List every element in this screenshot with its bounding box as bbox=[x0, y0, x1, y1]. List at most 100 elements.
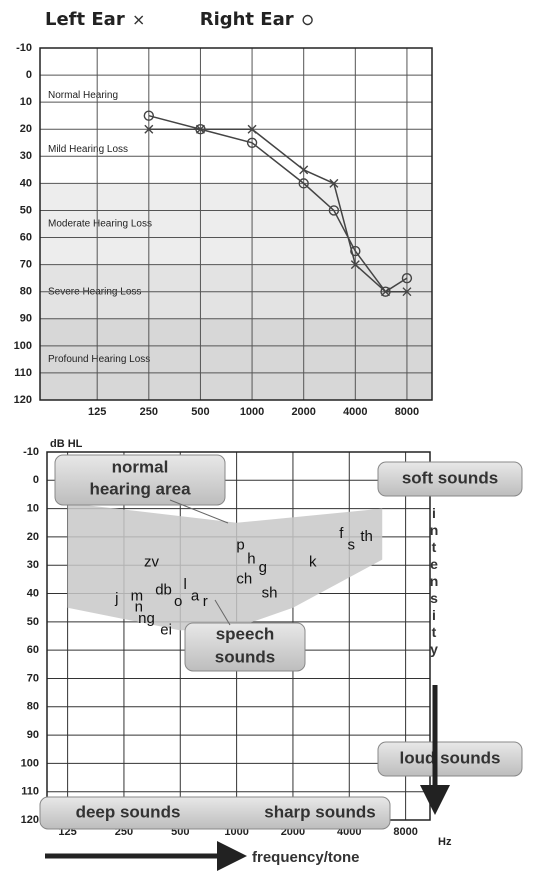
callout-pointer bbox=[214, 599, 231, 626]
phoneme: o bbox=[174, 593, 182, 610]
phoneme: ng bbox=[138, 610, 155, 627]
phoneme: db bbox=[155, 582, 172, 599]
y-axis-label: dB HL bbox=[50, 438, 83, 450]
y-tick-label: 100 bbox=[21, 757, 39, 769]
y-tick-label: 0 bbox=[26, 69, 32, 81]
y-tick-label: 40 bbox=[20, 177, 32, 189]
speech-area bbox=[67, 502, 383, 631]
series-line bbox=[148, 114, 408, 293]
phoneme: l bbox=[183, 576, 186, 593]
y-tick-label: 80 bbox=[27, 701, 39, 713]
y-tick-label: 70 bbox=[27, 672, 39, 684]
marker-o bbox=[195, 124, 206, 135]
marker-o bbox=[328, 205, 340, 216]
band bbox=[40, 115, 432, 184]
callout-box bbox=[39, 796, 391, 830]
band-label: Profound Hearing Loss bbox=[48, 354, 150, 365]
callout-box bbox=[184, 622, 306, 672]
marker-x bbox=[134, 15, 144, 25]
callout-box bbox=[54, 454, 226, 506]
phoneme: p bbox=[236, 536, 244, 553]
callout-text: deep sounds bbox=[76, 802, 181, 821]
x-tick-label: 8000 bbox=[395, 406, 419, 418]
phoneme: m bbox=[131, 587, 144, 604]
x-tick-label: 8000 bbox=[393, 826, 417, 838]
y-tick-label: 70 bbox=[20, 259, 32, 271]
phoneme: ch bbox=[236, 570, 252, 587]
marker-o bbox=[302, 14, 313, 26]
marker-x bbox=[350, 260, 360, 270]
callout-box bbox=[377, 461, 523, 497]
x-tick-label: 250 bbox=[140, 406, 158, 418]
phoneme: n bbox=[135, 599, 143, 616]
y-tick-label: 100 bbox=[14, 340, 32, 352]
band-label: Moderate Hearing Loss bbox=[48, 219, 152, 230]
y-tick-label: 110 bbox=[21, 786, 39, 798]
y-tick-label: 60 bbox=[27, 644, 39, 656]
callout-text: sounds bbox=[215, 647, 275, 666]
phoneme: k bbox=[309, 553, 317, 570]
y-tick-label: 50 bbox=[20, 204, 32, 216]
y-tick-label: 90 bbox=[20, 313, 32, 325]
marker-o bbox=[380, 286, 391, 297]
y-tick-label: 30 bbox=[27, 559, 39, 571]
x-tick-label: 1000 bbox=[240, 406, 264, 418]
band-label: Mild Hearing Loss bbox=[48, 144, 128, 155]
marker-x bbox=[247, 124, 257, 134]
y-tick-label: 80 bbox=[20, 286, 32, 298]
y-tick-label: 40 bbox=[27, 587, 39, 599]
y-tick-label: 120 bbox=[21, 814, 39, 826]
y-tick-label: 0 bbox=[33, 474, 39, 486]
y-tick-label: 60 bbox=[20, 231, 32, 243]
y-tick-label: -10 bbox=[16, 42, 32, 54]
y-tick-label: 30 bbox=[20, 150, 32, 162]
legend-label: Left Ear bbox=[45, 9, 125, 30]
x-axis-label: frequency/tone bbox=[252, 849, 360, 866]
callout-text: soft sounds bbox=[402, 468, 498, 487]
phoneme: th bbox=[360, 528, 373, 545]
y-tick-label: 10 bbox=[27, 503, 39, 515]
phoneme: j bbox=[114, 590, 118, 607]
y-tick-label: 90 bbox=[27, 729, 39, 741]
phoneme: g bbox=[259, 559, 267, 576]
x-tick-label: 4000 bbox=[343, 406, 367, 418]
callout-text: normal bbox=[112, 457, 169, 476]
phoneme: zv bbox=[144, 553, 160, 570]
y-tick-label: 20 bbox=[20, 123, 32, 135]
callout-text: speech bbox=[216, 624, 275, 643]
marker-x bbox=[299, 165, 309, 175]
y-tick-label: 50 bbox=[27, 616, 39, 628]
marker-o bbox=[246, 137, 258, 148]
phoneme: sh bbox=[262, 585, 278, 602]
intensity-label: intensity bbox=[426, 505, 442, 658]
legend-label: Right Ear bbox=[200, 9, 294, 30]
band-label: Normal Hearing bbox=[48, 90, 118, 101]
band bbox=[40, 75, 432, 116]
y-tick-label: 20 bbox=[27, 531, 39, 543]
x-tick-label: 500 bbox=[191, 406, 209, 418]
phoneme: s bbox=[348, 536, 356, 553]
phoneme: r bbox=[203, 593, 208, 610]
y-tick-label: 120 bbox=[14, 394, 32, 406]
y-tick-label: 10 bbox=[20, 96, 32, 108]
x-tick-label: 2000 bbox=[291, 406, 315, 418]
callout-text: loud sounds bbox=[399, 748, 500, 767]
marker-x bbox=[144, 124, 154, 134]
callout-text: sharp sounds bbox=[264, 802, 375, 821]
marker-o bbox=[401, 272, 413, 284]
phoneme: f bbox=[339, 525, 344, 542]
marker-o bbox=[350, 245, 361, 257]
band bbox=[40, 183, 432, 265]
phoneme: a bbox=[191, 587, 200, 604]
marker-o bbox=[298, 178, 309, 189]
series-line bbox=[148, 128, 407, 293]
callout-pointer bbox=[169, 499, 229, 524]
phoneme: ei bbox=[160, 621, 172, 638]
marker-o bbox=[143, 110, 155, 121]
callout-text: hearing area bbox=[89, 479, 191, 498]
y-tick-label: -10 bbox=[23, 446, 39, 458]
marker-x bbox=[329, 178, 339, 188]
x-tick-label: 125 bbox=[88, 406, 106, 418]
phoneme: h bbox=[247, 551, 255, 568]
